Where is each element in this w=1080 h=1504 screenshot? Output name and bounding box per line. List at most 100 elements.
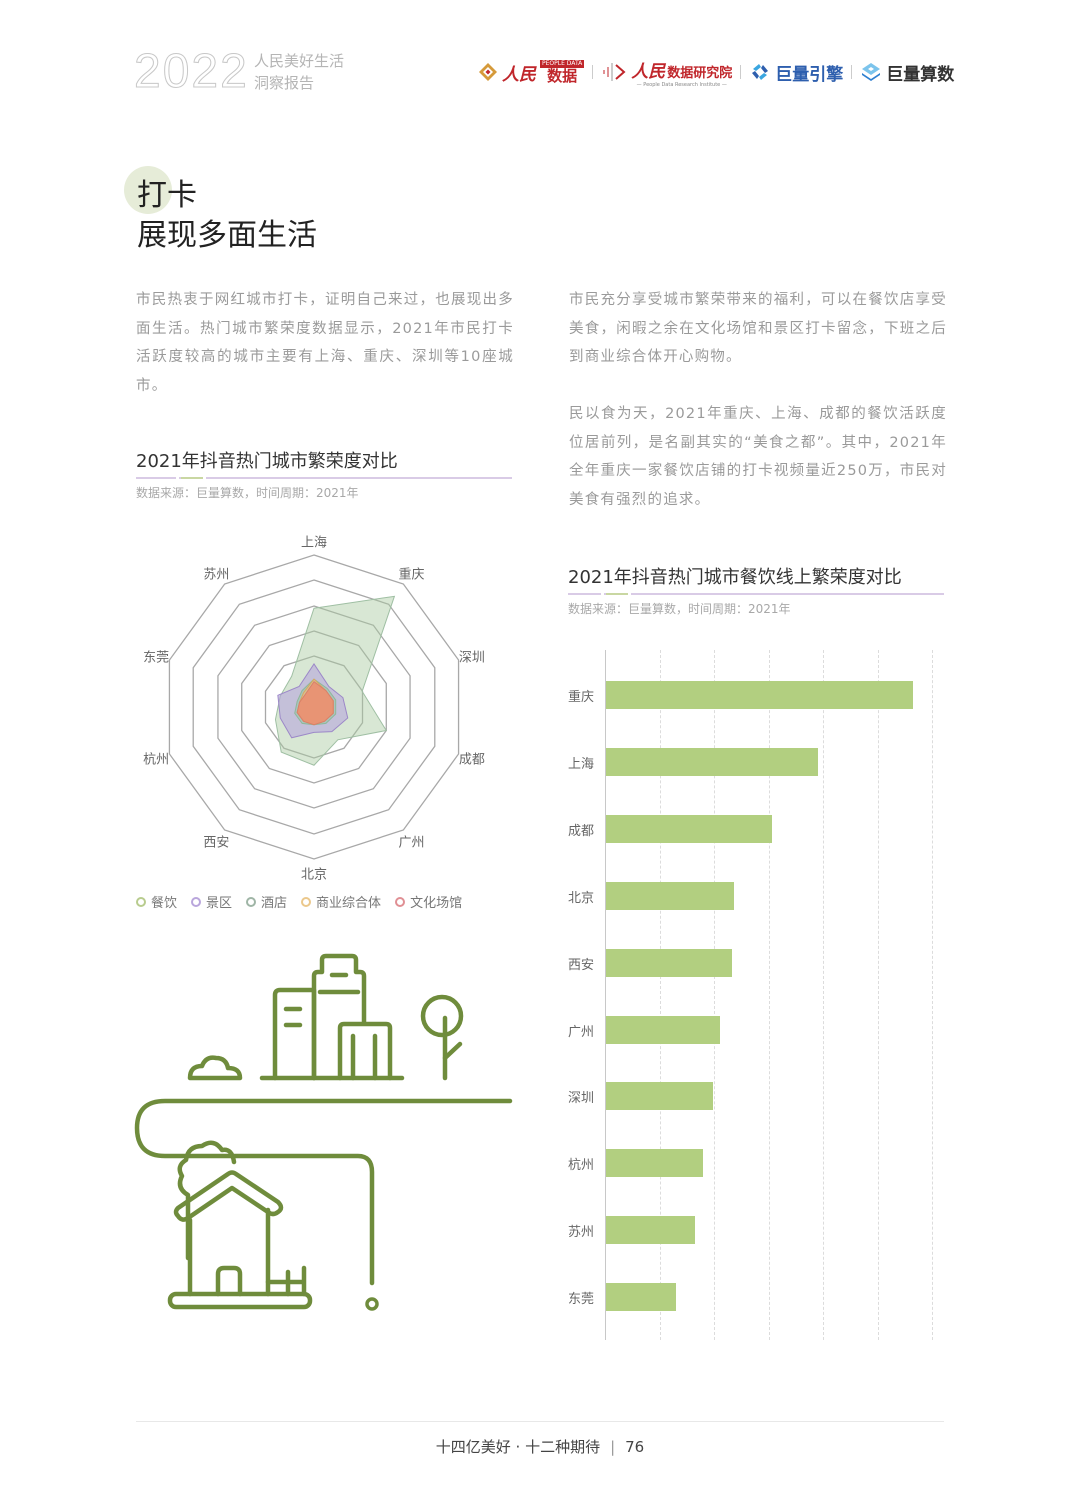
bar-grid-line [877, 650, 879, 1340]
radar-axis-label: 杭州 [143, 752, 170, 768]
radar-axis-label: 上海 [300, 535, 328, 551]
report-subtitle-line2: 洞察报告 [254, 74, 315, 92]
radar-series-4 [296, 680, 334, 726]
footer-title: 十四亿美好 · 十二种期待 [435, 1438, 601, 1456]
logo-people-data-text: 人民 [502, 64, 536, 85]
logo-divider [851, 65, 853, 79]
bar-label: 上海 [568, 756, 595, 772]
bar [606, 747, 818, 776]
section-title: 打卡 [137, 178, 197, 213]
bar-label: 广州 [568, 1024, 595, 1040]
report-year: 2022 [134, 45, 249, 98]
bar [606, 1149, 703, 1178]
radar-chart: 上海重庆深圳成都广州北京 西安 杭州 东莞 苏州 [130, 530, 520, 883]
radar-axis-label: 北京 [300, 867, 328, 883]
legend-item-scenic[interactable]: 景区 [191, 892, 232, 911]
logo-ocean-engine: 巨量引擎 [749, 60, 843, 85]
bar-chart: 重庆 上海 成都 北京 西安 广州 深圳 杭州 苏州 东莞 [568, 650, 935, 1340]
legend-marker-icon [191, 896, 202, 907]
bar [606, 1283, 676, 1312]
legend-label: 景区 [206, 896, 233, 911]
bar-label: 东莞 [568, 1292, 595, 1308]
road-end-dot [365, 1297, 379, 1311]
bar [606, 1015, 720, 1044]
legend-item-food[interactable]: 餐饮 [136, 892, 177, 911]
tree-icon [420, 994, 464, 1038]
radar-grid-ring [217, 605, 411, 809]
bar-grid-line [659, 650, 661, 1340]
radar-axis-label: 深圳 [458, 650, 485, 666]
bar [606, 881, 735, 910]
legend-item-culture[interactable]: 文化场馆 [395, 892, 462, 911]
radar-axis-label: 成都 [458, 752, 485, 768]
bush-icon [187, 1055, 243, 1081]
report-subtitle: 人民美好生活 洞察报告 [254, 50, 344, 94]
logo-ocean-calc: 巨量算数 [860, 60, 954, 85]
bar-label: 深圳 [568, 1091, 595, 1107]
legend-marker-icon [246, 896, 257, 907]
people-data-diamond-icon [479, 63, 497, 81]
legend-label: 餐饮 [151, 896, 178, 911]
radar-title-underline [136, 477, 512, 479]
logo-institute-sub: — People Data Research Institute — [636, 81, 727, 88]
radar-plot [168, 554, 460, 860]
legend-marker-icon [301, 896, 312, 907]
tree-icon [177, 1140, 237, 1261]
legend-label: 酒店 [261, 896, 288, 911]
building-icon [311, 953, 367, 1081]
radar-axis-label: 西安 [203, 835, 230, 851]
intro-paragraph-right: 市民充分享受城市繁荣带来的福利，可以在餐饮店享受美食，闲暇之余在文化场馆和景区打… [569, 292, 947, 365]
radar-chart-title: 2021年抖音热门城市繁荣度对比 [136, 451, 398, 472]
legend-marker-icon [395, 896, 406, 907]
radar-axis-label: 苏州 [203, 567, 230, 583]
bar-label: 西安 [568, 957, 595, 973]
legend-label: 商业综合体 [316, 896, 382, 911]
radar-legend: 餐饮 景区 酒店 商业综合体 文化场馆 [136, 892, 462, 911]
title-decoration-circle [124, 166, 172, 214]
bar [606, 681, 913, 709]
bar-grid-line [932, 650, 933, 1340]
radar-axis-label: 广州 [398, 835, 425, 851]
bar-label: 重庆 [568, 690, 595, 705]
bar [606, 1216, 695, 1245]
house-icon [173, 1170, 284, 1222]
bar-label: 北京 [568, 890, 595, 906]
radar-grid-ring [264, 655, 364, 759]
logo-people-data: 人民 PEOPLE DATA 数据 [478, 60, 585, 85]
bar-chart-title: 2021年抖音热门城市餐饮线上繁荣度对比 [568, 567, 902, 588]
radar-grid-ring [192, 579, 436, 835]
legend-marker-icon [136, 896, 146, 907]
footer-separator: | [610, 1438, 616, 1456]
food-paragraph: 民以食为天，2021年重庆、上海、成都的餐饮活跃度位居前列，是名副其实的“美食之… [569, 406, 947, 508]
building-icon [337, 1021, 393, 1081]
logo-ocean-calc-text: 巨量算数 [886, 64, 955, 85]
footer-divider [136, 1421, 944, 1422]
logo-badge: PEOPLE DATA [540, 60, 585, 68]
city-road-home-illustration [130, 940, 520, 1320]
page-number: 76 [625, 1438, 645, 1456]
legend-item-hotel[interactable]: 酒店 [246, 892, 287, 911]
radar-grid-ring [241, 630, 387, 784]
bar-chart-source: 数据来源：巨量算数，时间周期：2021年 [568, 602, 791, 616]
report-subtitle-line1: 人民美好生活 [254, 52, 345, 70]
radar-axis-label: 重庆 [398, 567, 425, 583]
radar-axis-label: 东莞 [143, 650, 170, 666]
radar-grid-ring [168, 554, 460, 860]
road-line [134, 1098, 513, 1286]
sound-wave-arrow-icon [603, 63, 626, 81]
bar-label: 成都 [568, 823, 595, 839]
page-footer: 十四亿美好 · 十二种期待 | 76 [0, 1436, 1080, 1458]
intro-paragraph-left: 市民热衷于网红城市打卡，证明自己来过，也展现出多面生活。热门城市繁荣度数据显示，… [136, 292, 514, 394]
door-icon [215, 1265, 243, 1297]
bar-label: 杭州 [568, 1158, 595, 1174]
ocean-calc-icon [862, 63, 881, 81]
legend-item-mall[interactable]: 商业综合体 [301, 892, 381, 911]
section-subtitle: 展现多面生活 [137, 218, 317, 253]
ocean-engine-icon [752, 64, 769, 80]
bar-grid-line [768, 650, 770, 1340]
radar-chart-source: 数据来源：巨量算数，时间周期：2021年 [136, 486, 359, 500]
partner-logos: 人民 PEOPLE DATA 数据 人民 数据研究院 — People Data… [478, 56, 954, 88]
bar-grid-line [714, 650, 715, 1340]
logo-ocean-engine-text: 巨量引擎 [775, 64, 844, 85]
bar-grid-line [823, 650, 824, 1340]
